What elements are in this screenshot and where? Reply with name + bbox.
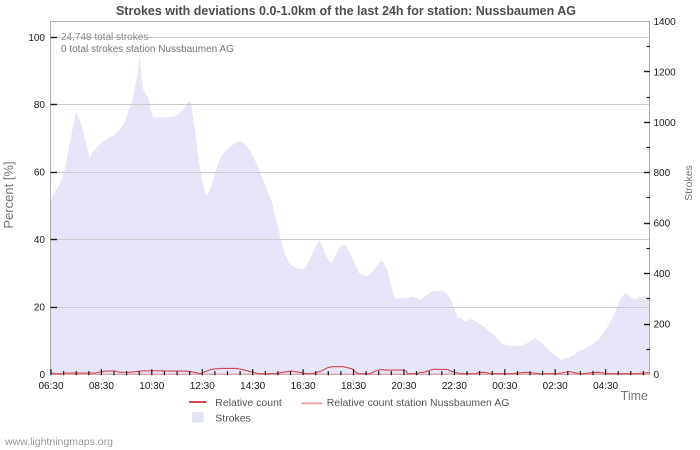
svg-text:80: 80	[34, 100, 46, 111]
svg-text:18:30: 18:30	[341, 381, 366, 392]
svg-text:1200: 1200	[654, 67, 677, 78]
svg-text:10:30: 10:30	[139, 381, 164, 392]
svg-text:22:30: 22:30	[442, 381, 467, 392]
svg-text:800: 800	[654, 168, 671, 179]
svg-text:20: 20	[34, 303, 46, 314]
svg-text:12:30: 12:30	[190, 381, 215, 392]
svg-text:Relative count station Nussbau: Relative count station Nussbaumen AG	[327, 397, 510, 409]
svg-text:200: 200	[654, 320, 671, 331]
svg-text:06:30: 06:30	[38, 381, 63, 392]
svg-text:00:30: 00:30	[492, 381, 517, 392]
svg-text:24,748 total strokes: 24,748 total strokes	[61, 32, 148, 43]
svg-text:400: 400	[654, 269, 671, 280]
svg-text:Time: Time	[621, 389, 648, 403]
svg-text:60: 60	[34, 168, 46, 179]
svg-text:08:30: 08:30	[89, 381, 114, 392]
svg-text:Relative count: Relative count	[215, 397, 282, 409]
svg-text:14:30: 14:30	[240, 381, 265, 392]
svg-text:600: 600	[654, 219, 671, 230]
svg-text:1000: 1000	[654, 118, 677, 129]
svg-text:Percent [%]: Percent [%]	[1, 161, 16, 228]
svg-text:0: 0	[39, 370, 45, 381]
svg-text:Strokes: Strokes	[683, 165, 695, 201]
svg-text:20:30: 20:30	[391, 381, 416, 392]
svg-text:04:30: 04:30	[593, 381, 618, 392]
svg-text:40: 40	[34, 235, 46, 246]
svg-text:16:30: 16:30	[291, 381, 316, 392]
svg-text:Strokes with deviations 0.0-1.: Strokes with deviations 0.0-1.0km of the…	[116, 4, 576, 18]
svg-text:1400: 1400	[654, 17, 677, 28]
svg-text:www.lightningmaps.org: www.lightningmaps.org	[4, 436, 113, 448]
svg-text:0: 0	[654, 370, 660, 381]
svg-text:Strokes: Strokes	[215, 412, 251, 424]
svg-text:0 total strokes station Nussba: 0 total strokes station Nussbaumen AG	[61, 44, 234, 55]
svg-text:100: 100	[28, 33, 45, 44]
svg-text:02:30: 02:30	[543, 381, 568, 392]
